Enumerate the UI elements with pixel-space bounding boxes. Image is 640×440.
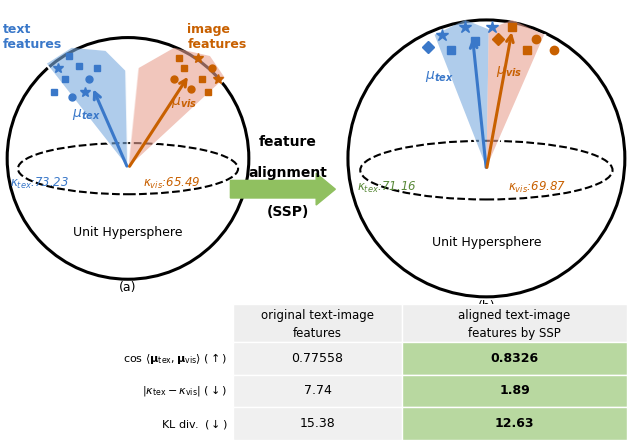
Text: 7.74: 7.74 bbox=[303, 385, 332, 397]
Text: Unit Hypersphere: Unit Hypersphere bbox=[73, 226, 183, 238]
Text: image
features: image features bbox=[188, 23, 246, 51]
Text: aligned text-image: aligned text-image bbox=[458, 309, 571, 322]
Bar bbox=[233, 342, 402, 374]
Text: features: features bbox=[293, 327, 342, 340]
Bar bbox=[402, 342, 627, 374]
Bar bbox=[233, 407, 402, 440]
Text: text
features: text features bbox=[3, 23, 62, 51]
Text: (b): (b) bbox=[477, 300, 495, 313]
Text: $\kappa_\mathregular{tex}$:73.23: $\kappa_\mathregular{tex}$:73.23 bbox=[10, 176, 69, 191]
Text: $\mathrm{KL\ div.}\ (\downarrow)$: $\mathrm{KL\ div.}\ (\downarrow)$ bbox=[161, 417, 227, 431]
Text: Unit Hypersphere: Unit Hypersphere bbox=[431, 236, 541, 249]
Text: alignment: alignment bbox=[248, 166, 328, 180]
Polygon shape bbox=[46, 48, 128, 169]
Polygon shape bbox=[486, 20, 545, 170]
Text: $\mu_\mathregular{tex}$: $\mu_\mathregular{tex}$ bbox=[72, 107, 100, 122]
Bar bbox=[233, 304, 402, 342]
Text: $|\kappa_{\mathrm{tex}}-\kappa_{\mathrm{vis}}|\ (\downarrow)$: $|\kappa_{\mathrm{tex}}-\kappa_{\mathrm{… bbox=[142, 383, 227, 398]
Text: 15.38: 15.38 bbox=[300, 417, 335, 430]
Text: 1.89: 1.89 bbox=[499, 385, 530, 397]
FancyArrow shape bbox=[230, 173, 335, 205]
Bar bbox=[402, 407, 627, 440]
Text: features by SSP: features by SSP bbox=[468, 327, 561, 340]
Text: $\mu_\mathregular{tex}$: $\mu_\mathregular{tex}$ bbox=[426, 69, 454, 84]
Text: (SSP): (SSP) bbox=[267, 205, 309, 219]
Text: 12.63: 12.63 bbox=[495, 417, 534, 430]
Text: 0.77558: 0.77558 bbox=[291, 352, 344, 365]
Text: $\kappa_\mathregular{vis}$:65.49: $\kappa_\mathregular{vis}$:65.49 bbox=[143, 176, 201, 191]
Bar bbox=[402, 374, 627, 407]
Bar bbox=[233, 374, 402, 407]
Text: feature: feature bbox=[259, 135, 317, 149]
Text: $\mu_\mathregular{vis}$: $\mu_\mathregular{vis}$ bbox=[171, 95, 197, 110]
Text: $\mathrm{cos}\ \langle\mathbf{\mu}_{\mathrm{tex}},\mathbf{\mu}_{\mathrm{vis}}\ra: $\mathrm{cos}\ \langle\mathbf{\mu}_{\mat… bbox=[123, 351, 227, 366]
Text: $\kappa_\mathregular{tex}$:71.16: $\kappa_\mathregular{tex}$:71.16 bbox=[357, 180, 417, 195]
Bar bbox=[402, 304, 627, 342]
Text: 0.8326: 0.8326 bbox=[490, 352, 539, 365]
Polygon shape bbox=[434, 20, 489, 170]
Text: original text-image: original text-image bbox=[261, 309, 374, 322]
Text: $\mu_\mathregular{vis}$: $\mu_\mathregular{vis}$ bbox=[496, 64, 522, 79]
Text: $\kappa_\mathregular{vis}$:69.87: $\kappa_\mathregular{vis}$:69.87 bbox=[508, 180, 566, 195]
Polygon shape bbox=[128, 48, 225, 169]
Text: (a): (a) bbox=[119, 281, 137, 293]
